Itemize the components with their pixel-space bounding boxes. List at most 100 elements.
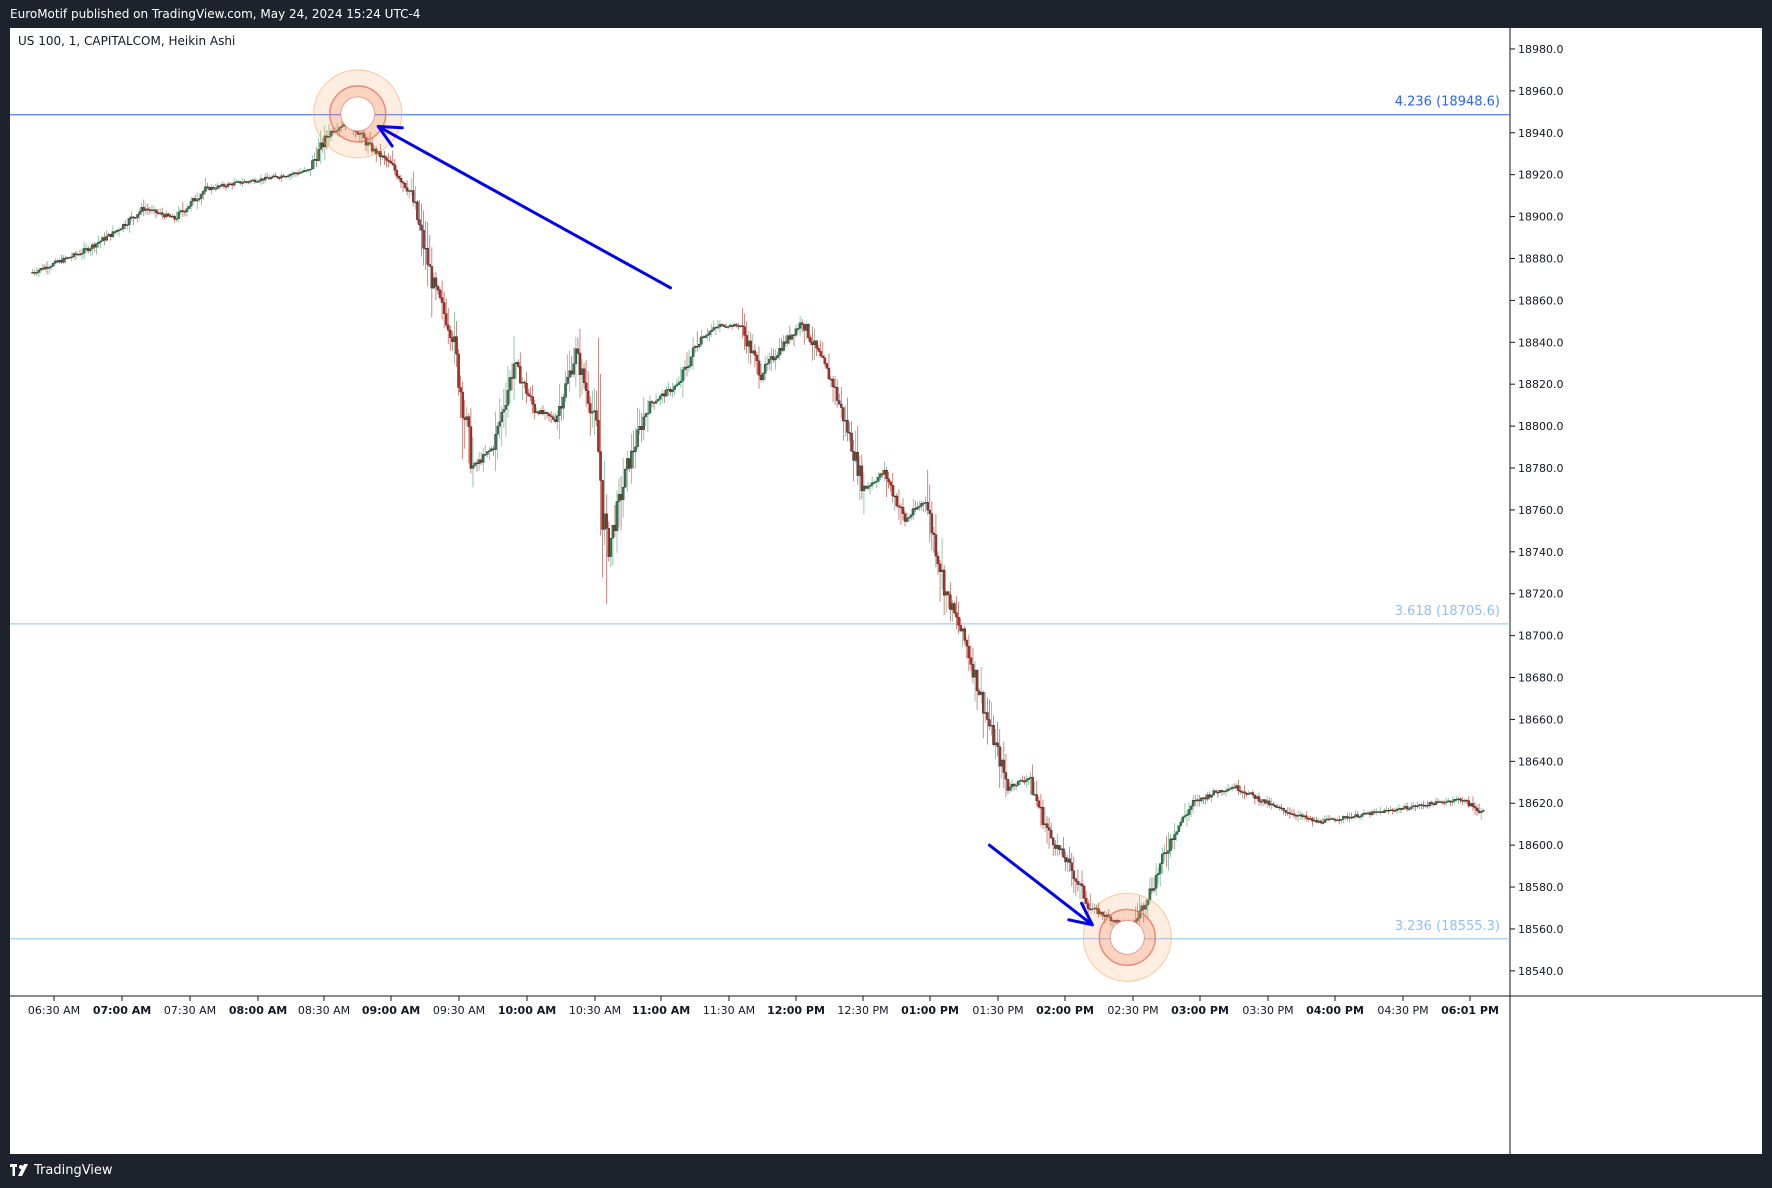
candle-body [708,331,711,335]
candle-body [1319,820,1322,823]
candle-body [1222,790,1226,793]
candle-body [1282,808,1285,811]
candle-body [510,377,514,379]
candle-body [1323,819,1327,823]
candle-body [383,155,386,159]
chart-area[interactable]: 18980.0 18960.0 18940.0 18920.0 18900.0 18880… [10,28,1762,1154]
candle-body [877,477,880,482]
candle-body [619,494,623,500]
candle-body [461,391,464,418]
x-tick-label: 04:30 PM [1377,1004,1428,1017]
candle-body [1189,805,1193,810]
candle-body [576,348,580,354]
candle-body [327,136,331,138]
candle-body [329,130,333,137]
candle-body [1370,811,1374,815]
candle-body [488,450,491,452]
candle-body [609,538,613,557]
candle-body [1002,759,1006,773]
candle-body [132,216,135,219]
candle-body [179,210,183,213]
candle-body [1473,806,1477,809]
candle-body [858,465,862,476]
candle-body [103,237,106,241]
candle-body [1397,808,1401,810]
candle-body [444,313,448,326]
candle-body [407,190,411,192]
candle-body [909,514,913,518]
candle-body [1440,801,1444,803]
candle-body [1078,883,1082,885]
chart-canvas[interactable]: 18980.0 18960.0 18940.0 18920.0 18900.0 18880… [10,28,1762,1154]
candle-body [630,450,633,469]
y-tick-label: 18840.0 [1518,336,1564,349]
candle-body [101,237,104,242]
candle-body [175,218,178,220]
candle-body [195,199,199,202]
candle-body [1181,816,1185,823]
candle-body [1272,803,1275,806]
candle-body [905,517,909,522]
candle-body [700,336,703,345]
candle-body [1377,811,1380,813]
candle-body [924,502,927,504]
candle-body [76,253,80,256]
candle-body [1029,776,1032,779]
x-tick-label: 10:00 AM [498,1004,556,1017]
candle-body [230,183,234,186]
candle-body [926,502,929,511]
candle-body [1019,780,1022,782]
candle-body [663,393,666,397]
down-arrow-top-head [376,124,404,148]
candle-body [644,413,648,418]
candle-body [860,465,864,492]
candle-body [494,434,497,450]
candle-body [1193,800,1197,802]
candle-body [43,266,47,270]
candle-body [1337,819,1341,822]
candle-body [257,180,261,183]
x-tick-label: 11:30 AM [703,1004,755,1017]
candle-body [566,376,569,384]
candle-body [1173,834,1176,841]
x-tick-label: 06:01 PM [1441,1004,1499,1017]
candle-body [883,470,886,475]
candle-body [780,348,783,351]
candle-body [428,264,432,267]
candle-body [809,337,812,343]
candle-body [1109,916,1113,922]
candle-body [282,175,285,178]
candle-body [1261,799,1265,802]
candle-body [751,350,755,354]
candle-body [698,344,701,347]
candle-body [278,177,281,179]
candle-body [547,413,551,416]
candle-body [1097,908,1100,915]
candle-body [436,286,440,291]
candle-body [146,208,150,211]
candle-body [399,178,403,182]
candle-body [1292,813,1296,816]
candle-body [1311,818,1314,822]
candle-body [646,412,650,415]
candle-body [574,348,578,364]
candle-body [459,387,462,393]
candle-body [1014,784,1018,787]
candle-body [1259,801,1263,803]
candle-body [1455,798,1458,801]
x-tick-label: 06:30 AM [28,1004,80,1017]
candle-body [881,473,884,475]
candle-body [868,485,872,487]
candle-body [658,395,662,400]
candle-body [467,416,471,427]
candle-body [689,356,693,366]
candle-body [455,336,458,355]
candle-body [677,382,680,385]
candle-body [294,172,298,174]
candle-body [1420,804,1423,806]
candle-body [204,186,207,192]
candle-body [115,229,119,232]
candle-body [735,324,738,326]
candle-body [144,208,148,211]
candle-body [599,451,602,481]
